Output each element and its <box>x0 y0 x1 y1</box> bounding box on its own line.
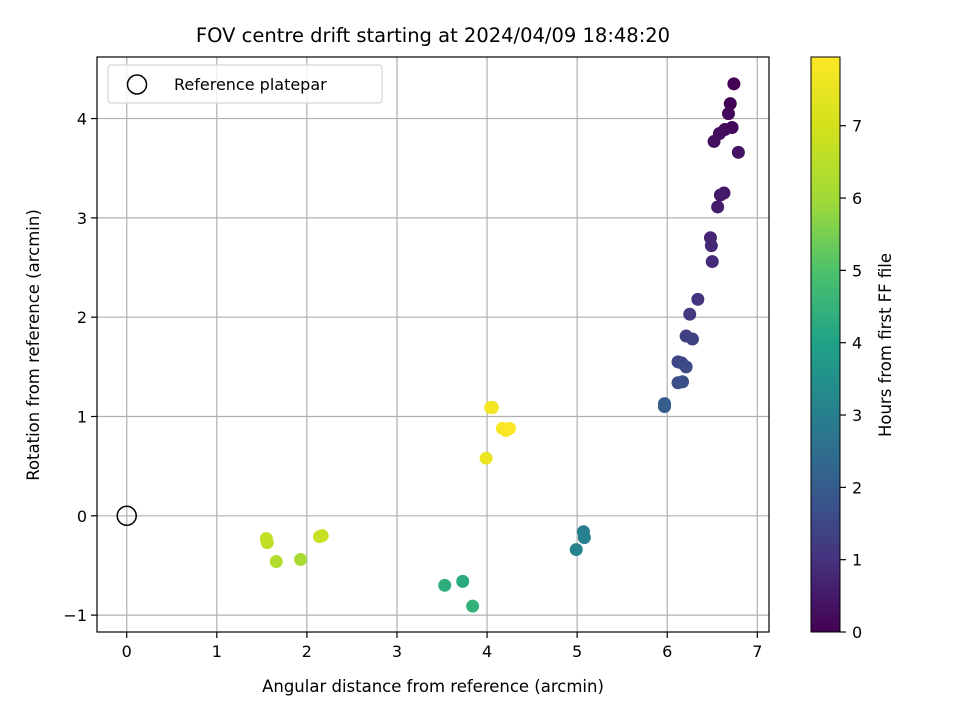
colorbar: 0 1 2 3 4 5 6 7 Hours from first FF file <box>810 56 895 642</box>
colorbar-ticks: 0 1 2 3 4 5 6 7 <box>840 117 862 642</box>
data-point <box>721 107 735 121</box>
data-point <box>723 97 737 111</box>
colorbar-tick-label: 0 <box>852 623 862 642</box>
y-tick-label: 3 <box>77 209 87 228</box>
data-point <box>707 134 721 148</box>
x-tick-label: 6 <box>662 642 672 661</box>
data-point <box>569 543 583 557</box>
x-tick-label: 7 <box>752 642 762 661</box>
data-point <box>259 532 273 546</box>
reference-point-marker <box>116 505 137 527</box>
colorbar-tick-label: 7 <box>852 117 862 136</box>
colorbar-tick-label: 4 <box>852 334 862 353</box>
data-point <box>711 200 725 214</box>
y-tick-label: 2 <box>77 308 87 327</box>
colorbar-tick-label: 3 <box>852 406 862 425</box>
data-point <box>479 451 493 465</box>
data-point <box>685 332 699 346</box>
data-point <box>438 578 452 592</box>
data-point <box>577 531 591 545</box>
data-point <box>683 307 697 321</box>
data-point <box>466 599 480 613</box>
chart-title: FOV centre drift starting at 2024/04/09 … <box>196 24 670 47</box>
colorbar-label: Hours from first FF file <box>876 253 895 437</box>
y-tick-label: −1 <box>63 606 87 625</box>
x-tick-label: 4 <box>482 642 492 661</box>
x-tick-label: 1 <box>212 642 222 661</box>
x-tick-label: 5 <box>572 642 582 661</box>
y-tick-label: 4 <box>77 110 87 129</box>
y-axis-ticks: −1 0 1 2 3 4 <box>63 110 97 625</box>
data-points <box>116 77 745 613</box>
data-point <box>679 360 693 374</box>
legend-reference-marker <box>126 74 148 95</box>
x-tick-label: 3 <box>392 642 402 661</box>
data-point <box>485 401 499 415</box>
x-axis-ticks: 0 1 2 3 4 5 6 7 <box>122 632 762 661</box>
data-point <box>294 553 308 567</box>
x-tick-label: 2 <box>302 642 312 661</box>
plot-frame <box>96 56 770 633</box>
colorbar-gradient <box>810 56 841 633</box>
x-axis-label: Angular distance from reference (arcmin) <box>262 677 604 696</box>
y-tick-label: 0 <box>77 507 87 526</box>
colorbar-tick-label: 6 <box>852 189 862 208</box>
data-point <box>269 554 283 568</box>
data-point <box>731 145 745 159</box>
data-point <box>727 77 741 91</box>
legend-entry-label: Reference platepar <box>174 75 327 94</box>
colorbar-tick-label: 1 <box>852 551 862 570</box>
data-point <box>676 375 690 389</box>
data-point <box>658 400 672 414</box>
y-tick-label: 1 <box>77 407 87 426</box>
legend: Reference platepar <box>107 64 383 104</box>
colorbar-tick-label: 2 <box>852 478 862 497</box>
data-point <box>691 292 705 306</box>
data-point <box>315 529 329 543</box>
legend-box <box>107 64 383 104</box>
data-point <box>705 255 719 269</box>
x-tick-label: 0 <box>122 642 132 661</box>
data-point <box>704 239 718 253</box>
colorbar-tick-label: 5 <box>852 261 862 280</box>
data-point <box>503 421 517 435</box>
data-point <box>713 188 727 202</box>
data-point <box>456 574 470 588</box>
grid <box>97 57 769 632</box>
y-axis-label: Rotation from reference (arcmin) <box>24 209 43 481</box>
